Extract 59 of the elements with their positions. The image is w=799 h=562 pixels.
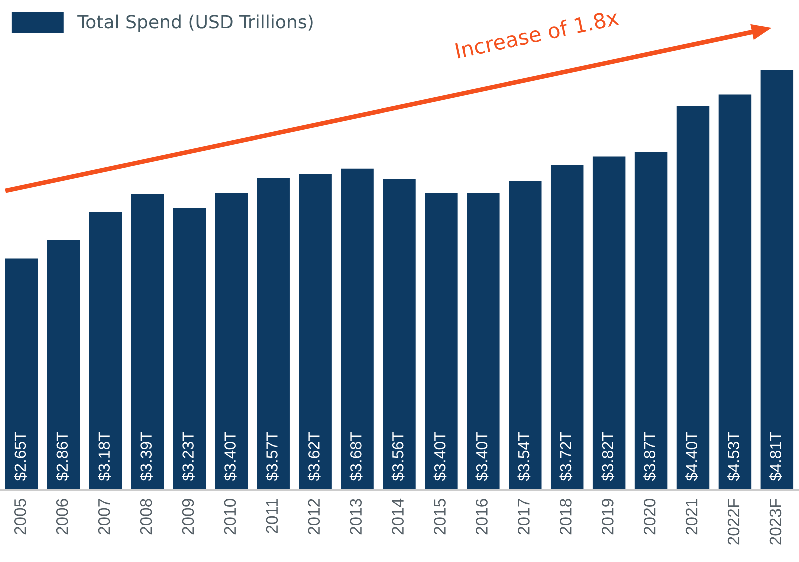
data-label: $4.40T — [686, 432, 698, 482]
x-tick-label: 2016 — [476, 499, 488, 535]
data-label: $3.68T — [350, 432, 363, 482]
data-label: $3.57T — [266, 432, 279, 482]
bar — [383, 179, 416, 490]
data-label: $3.39T — [140, 432, 153, 482]
bar — [89, 212, 122, 490]
data-label: $3.40T — [476, 432, 489, 482]
x-tick-label: 2015 — [434, 499, 446, 535]
bar — [5, 258, 38, 490]
x-tick-label: 2008 — [140, 499, 152, 535]
bar — [760, 70, 794, 490]
x-tick-label: 2010 — [224, 499, 236, 535]
bar — [131, 194, 164, 490]
x-tick-label: 2023F — [770, 499, 782, 545]
bar — [718, 94, 752, 490]
legend-label: Total Spend (USD Trillions) — [78, 14, 313, 32]
data-label: $3.87T — [644, 432, 657, 482]
x-tick-label: 2014 — [392, 498, 404, 535]
x-tick-label: 2013 — [350, 499, 362, 535]
bar — [634, 152, 668, 490]
data-label: $2.65T — [14, 432, 28, 482]
bar — [215, 193, 248, 490]
data-label: $3.18T — [98, 432, 111, 482]
x-tick-label: 2017 — [518, 499, 530, 535]
data-label: $3.54T — [518, 432, 531, 482]
x-tick-label: 2005 — [14, 499, 26, 535]
data-label: $3.62T — [308, 432, 321, 482]
x-tick-label: 2021 — [686, 499, 698, 535]
bar — [676, 106, 710, 490]
data-label: $2.86T — [56, 432, 70, 482]
bar — [509, 181, 542, 490]
bar — [173, 208, 206, 490]
data-label: $3.40T — [224, 432, 237, 482]
data-label: $3.23T — [182, 432, 195, 482]
data-label: $3.56T — [392, 432, 405, 482]
x-tick-label: 2022F — [728, 499, 740, 545]
x-tick-label: 2020 — [644, 499, 656, 535]
x-tick-label: 2012 — [308, 499, 320, 535]
data-label: $3.72T — [560, 432, 573, 482]
x-tick-label: 2006 — [56, 499, 68, 535]
x-tick-label: 2009 — [182, 499, 194, 535]
text: Increase of 1.8x — [455, 9, 620, 59]
x-tick-label: 2018 — [560, 499, 572, 535]
x-tick-label: 2011 — [266, 499, 278, 534]
data-label: $4.53T — [728, 432, 740, 482]
data-label: $3.82T — [602, 432, 615, 482]
bar — [257, 178, 290, 490]
data-label: $4.81T — [769, 432, 782, 482]
bar — [47, 240, 80, 490]
bar — [341, 168, 374, 490]
bar — [425, 193, 458, 490]
x-tick-label: 2019 — [602, 499, 614, 535]
bar — [550, 165, 584, 490]
bar — [592, 156, 626, 490]
bar — [299, 174, 332, 490]
x-tick-label: 2007 — [98, 499, 110, 535]
data-label: $3.40T — [434, 432, 447, 482]
bar — [467, 193, 500, 490]
